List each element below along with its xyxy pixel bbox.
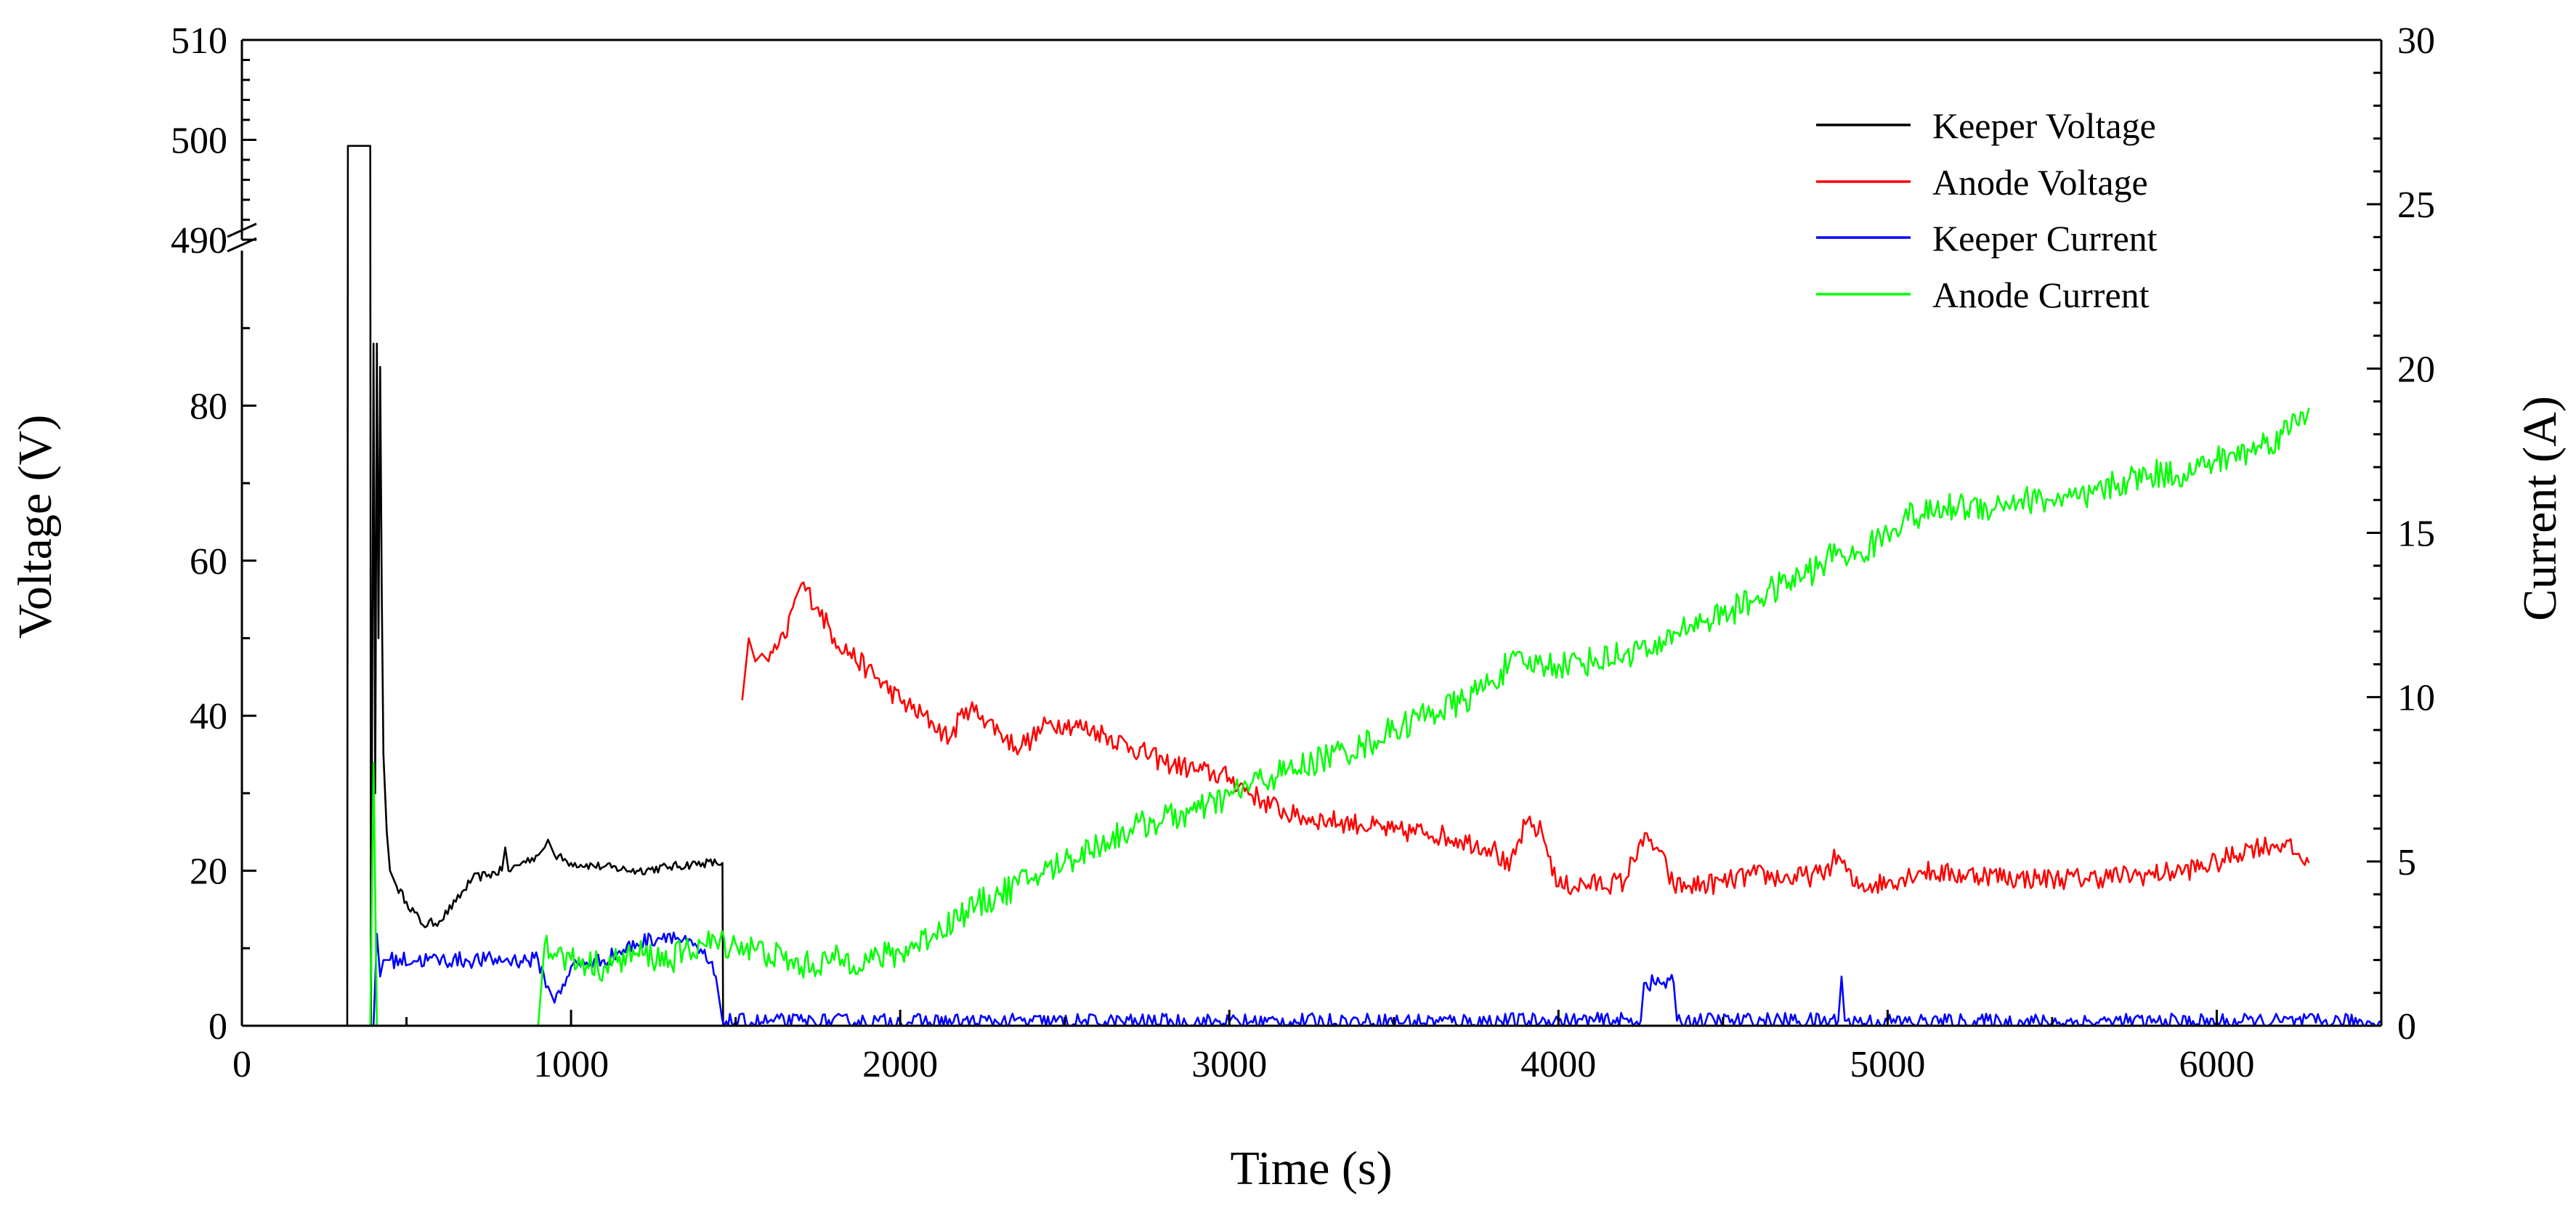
- ticks-layer: 0 1000 2000 3000 4000 5000 6000020406080490500…: [171, 20, 2435, 1085]
- x-tick-label: 5000: [1850, 1044, 1925, 1085]
- y-tick-label: 80: [190, 386, 227, 427]
- legend-item-keeper-current: Keeper Current: [1816, 218, 2158, 259]
- y-tick-label: 60: [190, 541, 227, 583]
- legend-item-anode-voltage: Anode Voltage: [1816, 162, 2148, 203]
- x-tick-label: 4000: [1520, 1044, 1596, 1085]
- legend-item-anode-current: Anode Current: [1816, 275, 2150, 315]
- series-line-anode-voltage: [741, 581, 2310, 896]
- y2-tick-label: 0: [2397, 1006, 2416, 1048]
- y2-tick-label: 25: [2397, 185, 2435, 226]
- y-tick-label: 0: [208, 1006, 227, 1048]
- series-line-anode-current: [369, 408, 2310, 1026]
- legend-label-anode-voltage: Anode Voltage: [1932, 162, 2148, 203]
- legend: Keeper Voltage Anode Voltage Keeper Curr…: [1816, 105, 2158, 315]
- y-axis-title: Voltage (V): [9, 415, 62, 639]
- series-line-keeper-current: [242, 931, 2381, 1026]
- legend-item-keeper-voltage: Keeper Voltage: [1816, 105, 2156, 146]
- x-axis-title: Time (s): [1230, 1142, 1392, 1195]
- y2-axis-title: Current (A): [2514, 396, 2567, 621]
- legend-label-keeper-voltage: Keeper Voltage: [1932, 105, 2156, 146]
- y2-tick-label: 10: [2397, 678, 2435, 719]
- x-tick-label: 2000: [862, 1044, 938, 1085]
- x-tick-label: 1000: [533, 1044, 609, 1085]
- x-tick-label: 0: [232, 1044, 251, 1085]
- y2-tick-label: 20: [2397, 349, 2435, 390]
- y-tick-label-upper: 510: [171, 20, 227, 62]
- x-tick-label: 6000: [2179, 1044, 2254, 1085]
- y-tick-label-upper: 500: [171, 121, 227, 162]
- y2-tick-label: 30: [2397, 20, 2435, 62]
- y2-tick-label: 5: [2397, 842, 2416, 883]
- y2-tick-label: 15: [2397, 514, 2435, 555]
- series-line-keeper-voltage: [242, 145, 2381, 1026]
- y-tick-label-upper: 490: [171, 220, 227, 262]
- legend-label-keeper-current: Keeper Current: [1932, 218, 2158, 259]
- y-tick-label: 40: [190, 696, 227, 737]
- x-tick-label: 3000: [1191, 1044, 1267, 1085]
- y-tick-label: 20: [190, 851, 227, 893]
- legend-label-anode-current: Anode Current: [1932, 275, 2150, 315]
- axis-break-mark-1: [227, 222, 257, 238]
